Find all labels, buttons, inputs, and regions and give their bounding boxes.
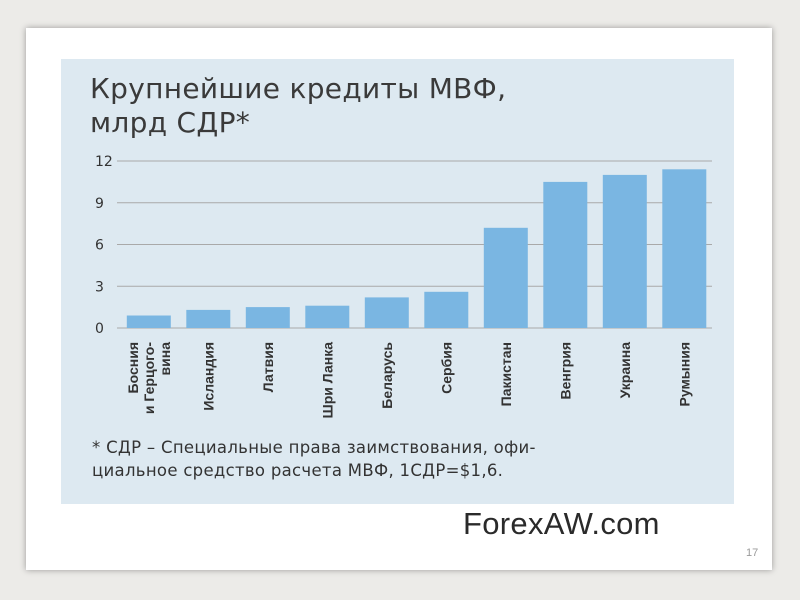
x-tick-label-line: Исландия <box>200 342 216 411</box>
bar <box>424 291 469 328</box>
x-tick-label-line: Сербия <box>438 342 454 394</box>
x-tick-label-line: и Герцого- <box>141 342 157 414</box>
y-tick-label: 3 <box>95 279 104 295</box>
x-tick-label-line: Беларусь <box>379 342 395 409</box>
x-tick-label: Румыния <box>676 342 692 406</box>
x-tick-label-line: Шри Ланка <box>319 342 335 419</box>
x-tick-label-line: Румыния <box>676 342 692 406</box>
y-tick-label: 9 <box>95 196 104 212</box>
x-tick-label: Босния и Герцого-вина <box>125 342 173 414</box>
bar <box>364 297 409 328</box>
x-tick-label-line: Пакистан <box>498 342 514 406</box>
x-tick-label: Пакистан <box>498 342 514 406</box>
x-tick-label: Украина <box>617 342 633 399</box>
x-tick-label: Беларусь <box>379 342 395 409</box>
x-tick-label: Исландия <box>200 342 216 411</box>
bar <box>186 309 231 328</box>
brand-watermark: ForexAW.com <box>463 506 660 541</box>
y-tick-label: 12 <box>95 154 113 170</box>
bar <box>245 307 290 328</box>
x-tick-label-line: Украина <box>617 342 633 399</box>
bar <box>305 305 350 328</box>
x-tick-label-line: Венгрия <box>557 342 573 400</box>
x-tick-label: Шри Ланка <box>319 342 335 419</box>
x-tick-label: Латвия <box>260 342 276 392</box>
slide-number: 17 <box>746 547 759 559</box>
x-tick-label-line: Латвия <box>260 342 276 392</box>
y-tick-label: 6 <box>95 238 104 254</box>
footnote: * СДР – Специальные права заимствования,… <box>92 436 712 482</box>
y-tick-label: 0 <box>95 321 104 337</box>
footnote-line-2: циальное средство расчета МВФ, 1СДР=$1,6… <box>92 461 504 480</box>
x-tick-label-line: вина <box>157 342 173 376</box>
chart-title-line-1: Крупнейшие кредиты МВФ, <box>90 72 507 105</box>
footnote-line-1: * СДР – Специальные права заимствования,… <box>92 438 536 457</box>
chart-title-line-2: млрд СДР* <box>90 106 251 139</box>
x-tick-label: Венгрия <box>557 342 573 400</box>
bar <box>602 174 647 328</box>
chart-title: Крупнейшие кредиты МВФ, млрд СДР* <box>90 72 710 140</box>
bar <box>662 169 707 328</box>
bar <box>126 315 171 328</box>
x-tick-label: Сербия <box>438 342 454 394</box>
x-tick-label-line: Босния <box>125 342 141 393</box>
bar <box>483 227 528 328</box>
bar <box>543 181 588 328</box>
